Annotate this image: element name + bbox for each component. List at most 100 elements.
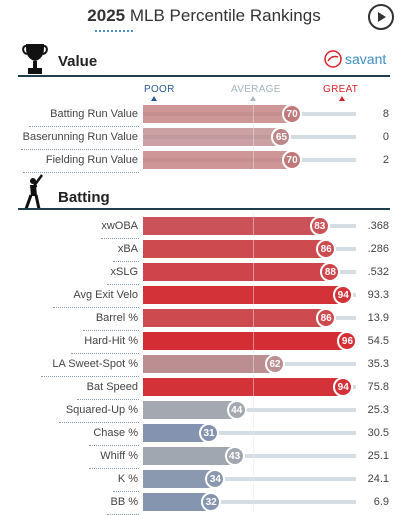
metric-label[interactable]: Whiff % — [100, 450, 138, 462]
metric-label[interactable]: Batting Run Value — [50, 108, 138, 120]
batting-row[interactable]: K % 34 24.1 — [0, 468, 408, 492]
value-row[interactable]: Baserunning Run Value 65 0 — [0, 126, 408, 150]
stat-value: 25.1 — [367, 450, 389, 462]
savant-text: savant — [345, 51, 387, 67]
metric-label[interactable]: xSLG — [110, 266, 138, 278]
batting-row[interactable]: LA Sweet-Spot % 62 35.3 — [0, 353, 408, 377]
percentile-circle[interactable]: 94 — [333, 377, 354, 397]
metric-label[interactable]: LA Sweet-Spot % — [52, 358, 138, 370]
percentile-bar — [143, 493, 212, 511]
batter-icon — [24, 174, 44, 210]
percentile-circle[interactable]: 31 — [199, 423, 220, 443]
percentile-bar — [143, 447, 235, 465]
metric-label[interactable]: xwOBA — [101, 220, 138, 232]
metric-label[interactable]: Squared-Up % — [65, 404, 138, 416]
value-row[interactable]: Batting Run Value 70 8 — [0, 103, 408, 127]
label-divider — [71, 353, 139, 354]
stat-value: 24.1 — [367, 473, 389, 485]
stat-value: 0 — [382, 131, 389, 143]
percentile-bar — [143, 151, 293, 169]
batting-row[interactable]: Squared-Up % 44 25.3 — [0, 399, 408, 423]
stat-value: 2 — [382, 154, 389, 166]
percentile-circle[interactable]: 32 — [201, 492, 222, 512]
batting-row[interactable]: Hard-Hit % 96 54.5 — [0, 330, 408, 354]
label-divider — [89, 445, 139, 446]
percentile-track — [143, 477, 356, 481]
metric-label[interactable]: xBA — [117, 243, 138, 255]
value-section-title: Value — [58, 53, 98, 70]
title-year[interactable]: 2025 — [87, 6, 126, 25]
label-divider — [59, 422, 139, 423]
percentile-circle[interactable]: 34 — [205, 469, 226, 489]
batting-row[interactable]: Bat Speed 94 75.8 — [0, 376, 408, 400]
batting-row[interactable]: Avg Exit Velo 94 93.3 — [0, 284, 408, 308]
label-divider — [101, 238, 139, 239]
batting-row[interactable]: Barrel % 86 13.9 — [0, 307, 408, 331]
scale-great-tick — [339, 96, 345, 101]
label-divider — [53, 307, 139, 308]
label-divider — [77, 399, 139, 400]
scale-average-label: AVERAGE — [231, 84, 281, 95]
percentile-bar — [143, 240, 327, 258]
value-row[interactable]: Fielding Run Value 70 2 — [0, 149, 408, 173]
batting-row[interactable]: xwOBA 83 .368 — [0, 215, 408, 239]
percentile-bar — [143, 128, 282, 146]
batting-row[interactable]: BB % 32 6.9 — [0, 491, 408, 515]
metric-label[interactable]: Hard-Hit % — [84, 335, 138, 347]
percentile-circle[interactable]: 65 — [271, 127, 292, 147]
percentile-circle[interactable]: 94 — [333, 285, 354, 305]
percentile-circle[interactable]: 83 — [309, 216, 330, 236]
metric-label[interactable]: BB % — [110, 496, 138, 508]
percentile-bar — [143, 217, 320, 235]
percentile-bar — [143, 309, 327, 327]
metric-label[interactable]: Baserunning Run Value — [22, 131, 138, 143]
value-section-rule — [18, 75, 390, 77]
trophy-icon — [22, 44, 48, 74]
metric-label[interactable]: K % — [117, 473, 138, 485]
average-line — [253, 213, 254, 513]
page-title: 2025 MLB Percentile Rankings — [87, 6, 320, 26]
savant-logo[interactable]: savant — [324, 50, 386, 68]
metric-label[interactable]: Avg Exit Velo — [73, 289, 138, 301]
percentile-bar — [143, 263, 331, 281]
metric-label[interactable]: Bat Speed — [86, 381, 138, 393]
batting-row[interactable]: Chase % 31 30.5 — [0, 422, 408, 446]
batting-section-rule — [18, 208, 390, 210]
batting-row[interactable]: xSLG 88 .532 — [0, 261, 408, 285]
label-divider — [113, 491, 139, 492]
batting-row[interactable]: Whiff % 43 25.1 — [0, 445, 408, 469]
label-divider — [41, 376, 139, 377]
stat-value: 75.8 — [367, 381, 389, 393]
stat-value: .286 — [367, 243, 389, 255]
percentile-circle[interactable]: 70 — [282, 104, 303, 124]
play-icon — [378, 12, 386, 22]
stat-value: 6.9 — [373, 496, 389, 508]
year-dropdown-underline — [95, 30, 133, 32]
percentile-bar — [143, 401, 237, 419]
stat-value: 93.3 — [367, 289, 389, 301]
stat-value: 54.5 — [367, 335, 389, 347]
metric-label[interactable]: Barrel % — [95, 312, 138, 324]
percentile-bar — [143, 424, 210, 442]
percentile-circle[interactable]: 86 — [316, 308, 337, 328]
batting-section-title: Batting — [58, 189, 110, 206]
percentile-circle[interactable]: 88 — [320, 262, 341, 282]
scale-poor-label: POOR — [144, 84, 175, 95]
percentile-circle[interactable]: 96 — [337, 331, 358, 351]
percentile-circle[interactable]: 44 — [226, 400, 247, 420]
label-divider — [89, 468, 139, 469]
percentile-circle[interactable]: 86 — [316, 239, 337, 259]
label-divider — [83, 330, 139, 331]
percentile-circle[interactable]: 70 — [282, 150, 303, 170]
batting-row[interactable]: xBA 86 .286 — [0, 238, 408, 262]
play-button[interactable] — [368, 4, 394, 30]
stat-value: 13.9 — [367, 312, 389, 324]
percentile-track — [143, 431, 356, 435]
percentile-circle[interactable]: 62 — [265, 354, 286, 374]
stat-value: .532 — [367, 266, 389, 278]
metric-label[interactable]: Chase % — [93, 427, 138, 439]
metric-label[interactable]: Fielding Run Value — [45, 154, 138, 166]
batting-section-header: Batting — [0, 172, 408, 212]
percentile-circle[interactable]: 43 — [224, 446, 245, 466]
percentile-bar — [143, 286, 344, 304]
